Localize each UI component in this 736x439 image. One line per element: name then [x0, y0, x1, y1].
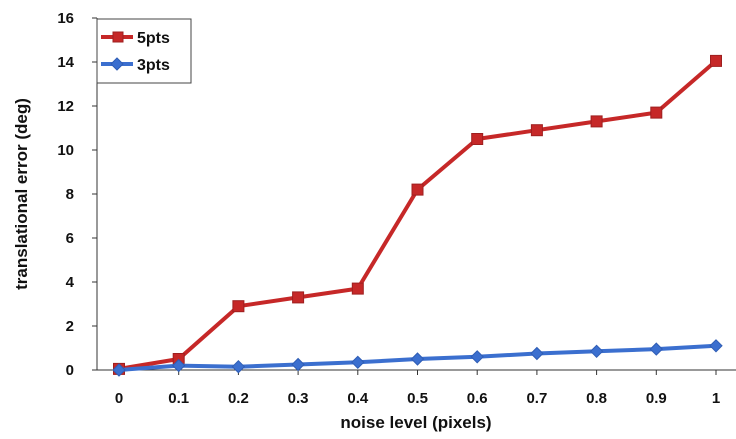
data-point-3pts [410, 352, 425, 366]
data-point-3pts [112, 363, 126, 377]
data-point-3pts [589, 344, 604, 359]
legend-label-5pts: 5pts [137, 30, 170, 47]
x-tick-label: 0.9 [646, 390, 667, 407]
data-point-3pts [709, 339, 723, 353]
x-tick-label: 1 [712, 390, 720, 407]
data-point-3pts [470, 350, 484, 364]
x-tick-label: 0.5 [407, 390, 428, 407]
x-tick-label: 0.1 [168, 390, 189, 407]
data-point-3pts [171, 358, 186, 373]
series-layer [112, 54, 723, 377]
data-point-3pts [231, 359, 246, 374]
x-axis-title: noise level (pixels) [340, 413, 491, 432]
data-point-5pts [650, 106, 663, 119]
y-tick-label: 4 [66, 274, 75, 291]
x-tick-label: 0.8 [586, 390, 607, 407]
data-point-3pts [649, 342, 664, 356]
data-point-5pts [471, 133, 484, 145]
data-point-5pts [590, 115, 603, 128]
x-tick-label: 0.7 [526, 390, 547, 407]
y-tick-label: 14 [57, 54, 74, 71]
legend-swatch-5pts-marker [112, 31, 124, 43]
x-tick-label: 0.6 [467, 390, 488, 407]
y-tick-label: 12 [57, 98, 74, 115]
y-tick-label: 10 [57, 142, 74, 159]
y-tick-label: 2 [66, 318, 74, 335]
data-point-5pts [232, 300, 245, 313]
series-line-5pts [117, 58, 718, 371]
legend-swatch-3pts-marker [110, 57, 124, 71]
x-tick-label: 0.4 [347, 390, 369, 407]
y-tick-label: 6 [66, 230, 74, 247]
x-tick-label: 0.2 [228, 390, 249, 407]
data-point-3pts [530, 346, 544, 361]
x-tick-label: 0.3 [288, 390, 309, 407]
x-tick-label: 0 [115, 390, 123, 407]
y-tick-label: 8 [66, 186, 74, 203]
ticks-layer: 0 2 4 6 8 10 12 14 16 0 0.1 0.2 0.3 0.4 0.5 0.6 0.7 0.8 0.… [57, 10, 720, 407]
data-point-5pts [351, 282, 364, 295]
data-point-5pts [530, 124, 543, 137]
legend: 5pts 3pts [96, 18, 192, 84]
y-axis-title: translational error (deg) [12, 98, 31, 290]
data-point-3pts [291, 357, 305, 372]
y-tick-label: 0 [66, 362, 74, 379]
legend-box [96, 18, 192, 84]
data-point-5pts [710, 54, 722, 67]
data-point-5pts [292, 291, 305, 304]
data-point-3pts [351, 355, 365, 370]
y-tick-label: 16 [57, 10, 74, 27]
legend-label-3pts: 3pts [137, 57, 170, 74]
data-point-5pts [411, 183, 424, 196]
